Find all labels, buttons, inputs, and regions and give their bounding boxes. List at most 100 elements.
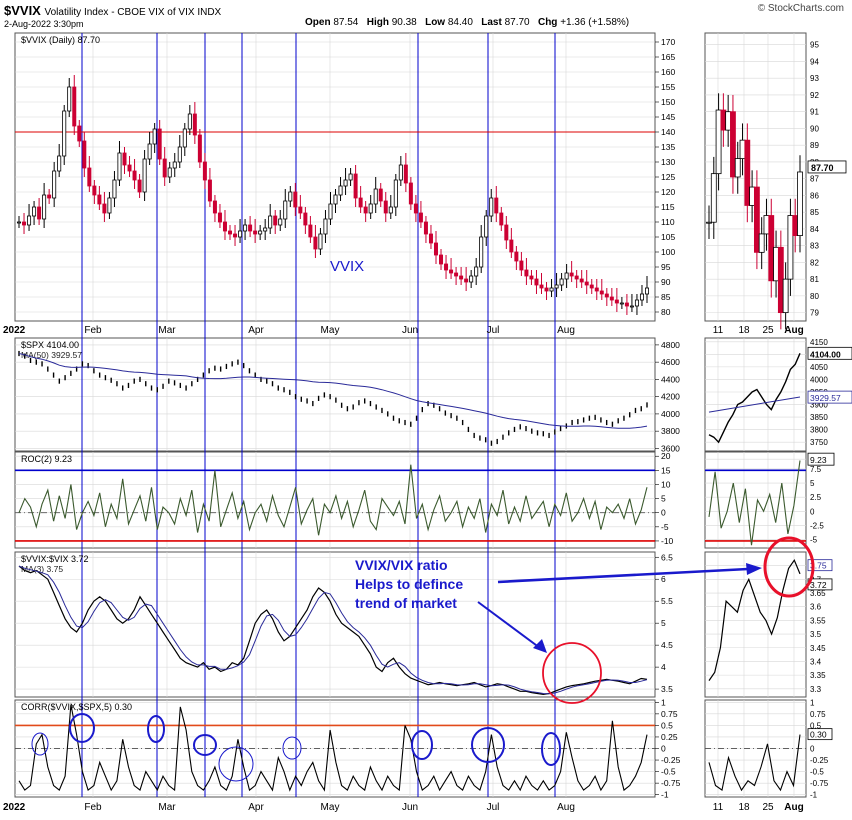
- candle-body: [278, 218, 283, 226]
- candle-body: [343, 179, 348, 187]
- side-candle-body: [744, 139, 751, 206]
- bottom-axis-month-label: Mar: [158, 802, 176, 813]
- candle-body: [137, 179, 142, 193]
- candle-body: [333, 194, 338, 205]
- y-tick-label: 6: [661, 574, 666, 584]
- candle-body: [283, 200, 288, 220]
- side-tick-label: 0.5: [810, 721, 822, 730]
- candle-body: [499, 212, 504, 226]
- y-tick-label: 20: [661, 451, 671, 461]
- y-tick-label: 120: [661, 187, 675, 197]
- side-candle-body: [768, 215, 775, 282]
- y-tick-label: 4600: [661, 357, 680, 367]
- corr-peak-circle: [31, 732, 49, 756]
- side-tick-label: 3850: [810, 413, 828, 422]
- candle-body: [619, 302, 624, 305]
- roc-last-box: [807, 452, 835, 466]
- top-axis-side-day-label: Aug: [784, 325, 803, 336]
- candle-body: [554, 284, 559, 289]
- candle-body: [37, 206, 42, 220]
- vvix-last-value: 87.70: [811, 163, 834, 173]
- corr-last-value: 0.30: [810, 730, 827, 740]
- candle-body: [67, 86, 72, 112]
- candle-body: [72, 86, 77, 127]
- side-tick-label: -0.75: [810, 779, 829, 788]
- candle-body: [318, 233, 323, 250]
- side-tick-label: 4000: [810, 375, 828, 384]
- candle-body: [383, 200, 388, 214]
- side-candle-body: [739, 139, 746, 159]
- candle-body: [519, 260, 524, 271]
- candle-body: [233, 233, 238, 238]
- y-tick-label: 3.5: [661, 684, 673, 694]
- y-tick-label: 165: [661, 52, 675, 62]
- y-tick-label: -0.5: [661, 767, 676, 777]
- candle-body: [127, 164, 132, 172]
- candle-body: [363, 206, 368, 214]
- arrow-right-head: [746, 563, 762, 575]
- candle-body: [509, 239, 514, 253]
- ratio-side-red-circle: [763, 536, 815, 598]
- y-tick-label: 6.5: [661, 552, 673, 562]
- candle-body: [564, 272, 569, 280]
- spx-last-box: [807, 346, 852, 360]
- roc-panel-side-frame: [704, 451, 807, 549]
- y-tick-label: 0: [661, 744, 666, 754]
- candle-body: [47, 194, 52, 199]
- candle-body: [308, 224, 313, 238]
- candle-body: [212, 200, 217, 214]
- corr-peak-circle: [411, 730, 433, 760]
- y-tick-label: -0.25: [661, 755, 681, 765]
- corr-peak-circle: [282, 736, 302, 760]
- candle-body: [132, 170, 137, 181]
- candle-body: [298, 206, 303, 214]
- candle-body: [504, 224, 509, 241]
- candle-body: [408, 182, 413, 205]
- candle-body: [323, 218, 328, 235]
- candle-body: [584, 281, 589, 286]
- roc-side-line: [708, 460, 801, 546]
- side-candle-body: [758, 233, 765, 253]
- y-tick-label: 130: [661, 157, 675, 167]
- y-tick-label: -0.75: [661, 778, 681, 788]
- side-tick-label: -0.25: [810, 756, 829, 765]
- bottom-axis-side-day-label: Aug: [784, 802, 803, 813]
- top-axis-month-label: Jul: [487, 325, 500, 336]
- y-tick-label: 4400: [661, 374, 680, 384]
- bottom-axis-month-label: Jun: [402, 802, 418, 813]
- ohlc-readout: Open 87.54 High 90.38 Low 84.40 Last 87.…: [305, 17, 630, 28]
- y-tick-label: 15: [661, 465, 671, 475]
- candle-body: [192, 113, 197, 136]
- ratio-panel-frame: [14, 551, 656, 698]
- candle-body: [57, 155, 62, 172]
- side-tick-label: 81: [810, 275, 819, 284]
- candle-body: [544, 287, 549, 292]
- candle-body: [182, 128, 187, 148]
- y-tick-label: 155: [661, 82, 675, 92]
- side-tick-label: 94: [810, 57, 819, 66]
- side-candle-body: [777, 246, 784, 314]
- y-tick-label: 10: [661, 479, 671, 489]
- candle-body: [32, 206, 37, 217]
- ratio-panel-ma-legend: MA(3) 3.75: [21, 564, 63, 574]
- side-candle-body: [720, 109, 727, 131]
- y-tick-label: 80: [661, 307, 671, 317]
- y-tick-label: 140: [661, 127, 675, 137]
- candle-body: [172, 161, 177, 169]
- corr-peak-circle: [69, 713, 95, 743]
- spx-panel-legend: $SPX 4104.00: [21, 340, 79, 350]
- candle-body: [634, 299, 639, 307]
- side-tick-label: 89: [810, 141, 819, 150]
- candle-body: [539, 284, 544, 289]
- candle-body: [589, 284, 594, 289]
- y-tick-label: 100: [661, 247, 675, 257]
- corr-panel-legend: CORR($VVIX,$SPX,5) 0.30: [21, 702, 132, 712]
- y-tick-label: 85: [661, 292, 671, 302]
- candle-body: [167, 167, 172, 178]
- y-tick-label: 5: [661, 494, 666, 504]
- side-tick-label: 3.4: [810, 657, 822, 666]
- corr-side-line: [708, 734, 801, 792]
- candle-body: [157, 128, 162, 160]
- candle-body: [258, 230, 263, 235]
- symbol: $VVIX: [4, 3, 41, 18]
